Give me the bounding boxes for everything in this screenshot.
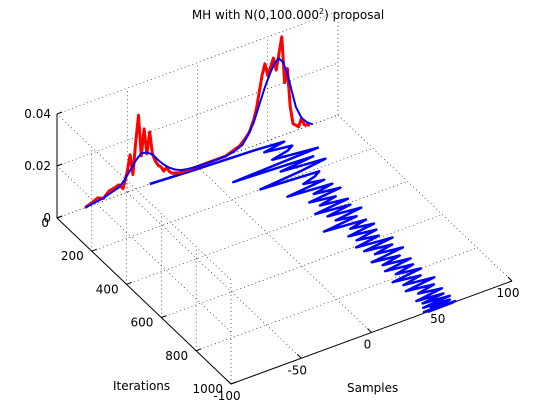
x-tick-label-2: 0 [364, 338, 372, 352]
y-tick-4 [196, 348, 202, 352]
z-tick-label-2: 0.04 [24, 107, 51, 121]
sample-trace-layer [149, 140, 457, 314]
x-tick-label-0: -100 [213, 389, 240, 403]
y-tick-2 [126, 281, 132, 285]
chart-title: MH with N(0,100.0002) proposal [192, 7, 384, 22]
y-tick-label-2: 400 [96, 282, 119, 296]
grid-floor-x-4 [337, 114, 513, 282]
y-tick-label-5: 1000 [192, 382, 223, 396]
x-tick-0 [226, 379, 232, 385]
x-tick-label-4: 100 [497, 286, 520, 300]
x-tick-label-1: -50 [287, 363, 307, 377]
y-tick-label-4: 800 [165, 349, 188, 363]
y-axis-line [56, 217, 232, 385]
histogram-line [84, 35, 311, 209]
density-curve [84, 57, 314, 209]
x-axis-label: Samples [347, 381, 398, 395]
chart-title-superscript: 2 [319, 7, 324, 16]
y-tick-3 [161, 315, 167, 319]
y-axis-label: Iterations [113, 379, 170, 393]
z-tick-1 [56, 163, 63, 167]
y-tick-label-0: 0 [41, 216, 49, 230]
z-tick-label-0: 0 [43, 211, 51, 225]
x-tick-label-3: 50 [430, 312, 445, 326]
z-tick-0 [56, 215, 63, 219]
y-tick-5 [230, 381, 237, 385]
y-tick-label-3: 600 [130, 316, 153, 330]
x-tick-1 [296, 353, 302, 359]
y-tick-label-1: 200 [61, 249, 84, 263]
axis-layer [56, 111, 513, 385]
z-tick-label-1: 0.02 [24, 159, 51, 173]
x-tick-2 [367, 328, 372, 333]
z-tick-2 [56, 111, 63, 115]
grid-left-z-2 [56, 113, 232, 281]
y-tick-1 [91, 248, 97, 252]
grid-floor-x-1 [127, 192, 302, 359]
density-layer [84, 35, 314, 209]
sample-trace-line [149, 140, 457, 314]
x-tick-4 [507, 276, 513, 282]
grid-back-z-2 [56, 10, 339, 115]
grid-left-z-1 [56, 165, 232, 333]
grid-floor-x-2 [197, 166, 372, 333]
